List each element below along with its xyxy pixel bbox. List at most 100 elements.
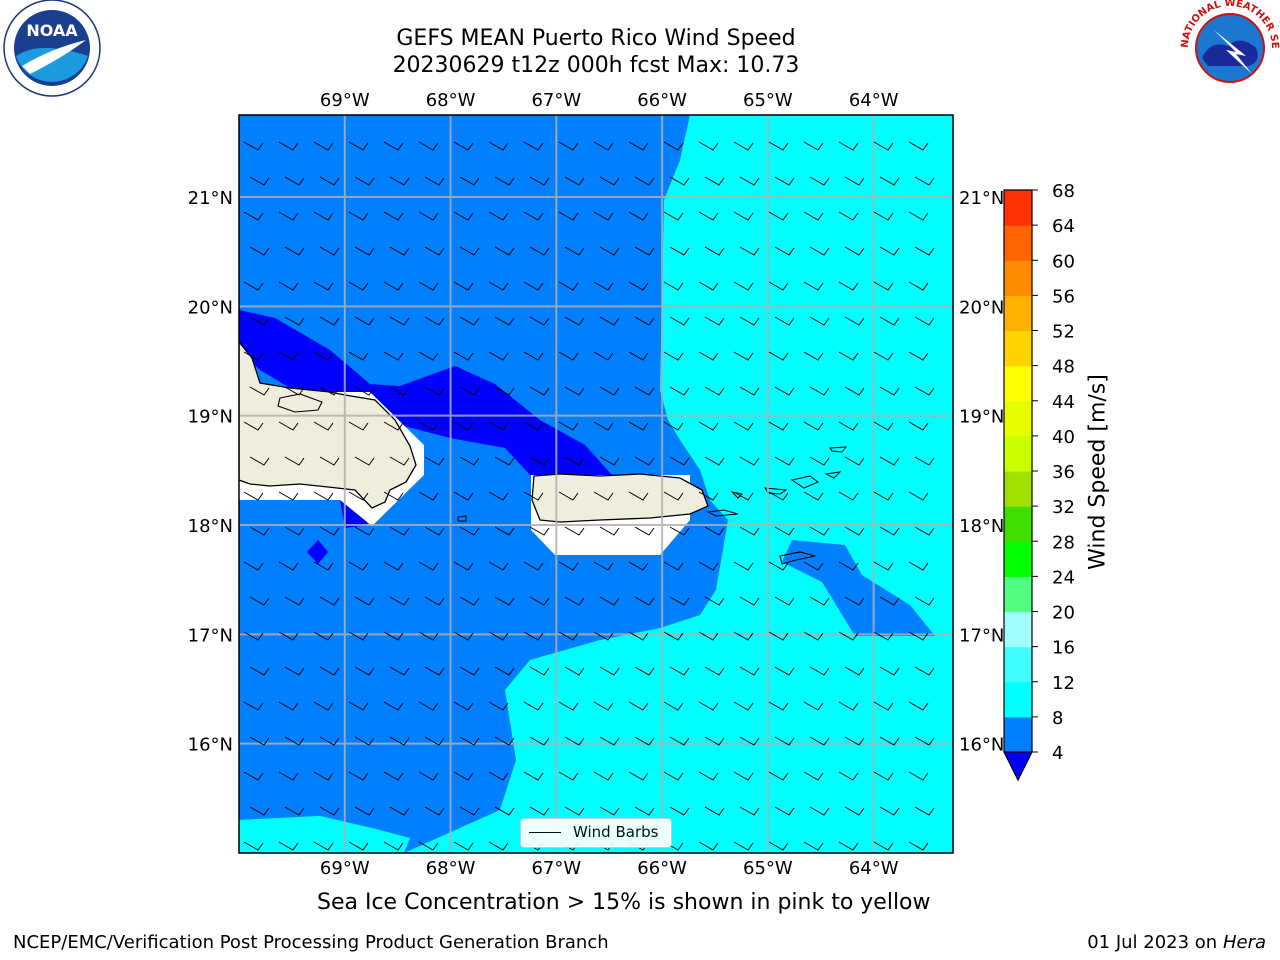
island-st-croix	[779, 551, 816, 565]
wind-barb	[879, 176, 900, 186]
wind-barb	[284, 526, 305, 536]
wind-barb	[838, 561, 859, 571]
wind-barb	[733, 701, 754, 711]
wind-barb	[424, 666, 445, 676]
wind-barb	[733, 211, 754, 221]
wind-barb	[733, 771, 754, 781]
footer-date-text: 01 Jul 2023 on	[1087, 932, 1223, 953]
wind-barb	[634, 176, 655, 186]
wind-barb	[733, 141, 754, 151]
map-frame	[238, 114, 954, 854]
legend: Wind Barbs	[520, 818, 672, 848]
wind-barbs	[243, 141, 935, 851]
wind-barb	[418, 351, 439, 361]
wind-barb	[278, 281, 299, 291]
wind-barb	[803, 491, 824, 501]
wind-barb	[704, 456, 725, 466]
wind-barb	[768, 561, 789, 571]
wind-barb	[844, 456, 865, 466]
wind-barb	[564, 526, 585, 536]
wind-barb	[733, 281, 754, 291]
wind-barb	[389, 176, 410, 186]
wind-barb	[319, 456, 340, 466]
wind-barb	[354, 246, 375, 256]
land-puerto-rico	[531, 473, 709, 523]
wind-barb	[733, 491, 754, 501]
wind-barb	[313, 421, 334, 431]
wind-barb	[809, 456, 830, 466]
wind-barb	[873, 421, 894, 431]
wind-barb	[803, 631, 824, 641]
wind-barb	[739, 456, 760, 466]
lon-label-top: 66°W	[637, 90, 687, 111]
wind-barb	[768, 211, 789, 221]
wind-barb	[453, 561, 474, 571]
wind-barb	[628, 281, 649, 291]
wind-barb	[523, 631, 544, 641]
lon-label-top: 67°W	[531, 90, 581, 111]
legend-wind-barb-swatch	[529, 832, 561, 833]
wind-barb	[698, 491, 719, 501]
wind-barb	[354, 736, 375, 746]
wind-barb	[278, 841, 299, 851]
nws-logo: NATIONAL WEATHER SERVICE	[0, 0, 1280, 94]
map-subtitle-forecast: 20230629 t12z 000h fcst Max: 10.73	[392, 53, 800, 78]
wind-barb	[768, 421, 789, 431]
wind-barb	[278, 211, 299, 221]
colorbar-segment	[1004, 506, 1032, 542]
wind-barb	[383, 351, 404, 361]
wind-barb	[383, 701, 404, 711]
wind-barb	[634, 316, 655, 326]
wind-barb	[768, 771, 789, 781]
wind-barb	[844, 316, 865, 326]
colorbar-under-arrow	[1003, 751, 1033, 782]
wind-barb	[319, 806, 340, 816]
wind-barb	[809, 246, 830, 256]
wind-barb	[809, 666, 830, 676]
wind-barb	[424, 736, 445, 746]
colorbar-segment	[1004, 365, 1032, 402]
wind-barb	[698, 421, 719, 431]
wind-barb	[453, 351, 474, 361]
wind-barb	[704, 666, 725, 676]
colorbar-tick-label: 16	[1052, 638, 1075, 659]
wind-barb	[284, 736, 305, 746]
lat-label-right: 18°N	[959, 516, 1004, 537]
wind-barb	[558, 281, 579, 291]
lon-label-bottom: 65°W	[743, 858, 793, 879]
footer-date: 01 Jul 2023 on Hera	[1087, 932, 1266, 953]
wind-barb	[599, 246, 620, 256]
colorbar-segment	[1004, 611, 1032, 648]
wind-barb	[494, 736, 515, 746]
wind-barb	[803, 351, 824, 361]
wind-barb	[593, 561, 614, 571]
wind-barb	[774, 596, 795, 606]
wind-barb	[879, 806, 900, 816]
wind-barb	[908, 631, 929, 641]
wind-barb	[663, 561, 684, 571]
wind-barb	[803, 701, 824, 711]
wind-barb	[669, 526, 690, 536]
wind-barb	[459, 526, 480, 536]
wind-barb	[803, 561, 824, 571]
wind-barb	[523, 281, 544, 291]
wind-barb	[669, 456, 690, 466]
wind-barb	[669, 666, 690, 676]
wind-barb	[383, 211, 404, 221]
wind-barb	[873, 211, 894, 221]
dark-blue-diamond	[307, 540, 328, 564]
lat-label-right: 20°N	[959, 297, 1004, 318]
wind-barb	[739, 596, 760, 606]
lat-label-left: 20°N	[188, 297, 233, 318]
colorbar-tick-label: 56	[1052, 286, 1075, 307]
wind-barb	[284, 666, 305, 676]
wind-barb	[523, 351, 544, 361]
wind-barb	[599, 806, 620, 816]
wind-barb	[908, 421, 929, 431]
legend-label: Wind Barbs	[573, 823, 659, 841]
wind-barb	[459, 316, 480, 326]
wind-barb	[313, 631, 334, 641]
lon-label-bottom: 69°W	[320, 858, 370, 879]
wind-barb	[383, 561, 404, 571]
wind-barb	[564, 666, 585, 676]
